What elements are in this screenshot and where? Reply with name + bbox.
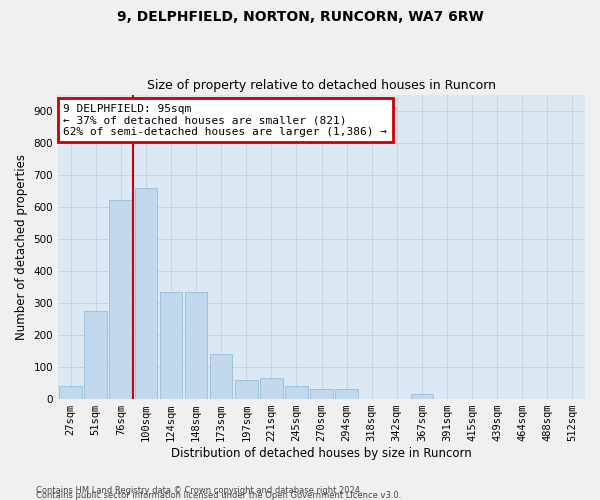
Title: Size of property relative to detached houses in Runcorn: Size of property relative to detached ho… — [147, 79, 496, 92]
Bar — [210, 354, 232, 399]
Text: 9 DELPHFIELD: 95sqm
← 37% of detached houses are smaller (821)
62% of semi-detac: 9 DELPHFIELD: 95sqm ← 37% of detached ho… — [64, 104, 388, 137]
Text: Contains HM Land Registry data © Crown copyright and database right 2024.: Contains HM Land Registry data © Crown c… — [36, 486, 362, 495]
Bar — [134, 188, 157, 399]
Bar — [410, 394, 433, 399]
Bar — [285, 386, 308, 399]
Bar — [85, 311, 107, 399]
Bar — [335, 390, 358, 399]
Bar — [235, 380, 257, 399]
Bar — [310, 390, 333, 399]
X-axis label: Distribution of detached houses by size in Runcorn: Distribution of detached houses by size … — [171, 447, 472, 460]
Text: Contains public sector information licensed under the Open Government Licence v3: Contains public sector information licen… — [36, 491, 401, 500]
Bar — [160, 292, 182, 399]
Bar — [260, 378, 283, 399]
Text: 9, DELPHFIELD, NORTON, RUNCORN, WA7 6RW: 9, DELPHFIELD, NORTON, RUNCORN, WA7 6RW — [116, 10, 484, 24]
Bar — [59, 386, 82, 399]
Y-axis label: Number of detached properties: Number of detached properties — [15, 154, 28, 340]
Bar — [109, 200, 132, 399]
Bar — [185, 292, 208, 399]
